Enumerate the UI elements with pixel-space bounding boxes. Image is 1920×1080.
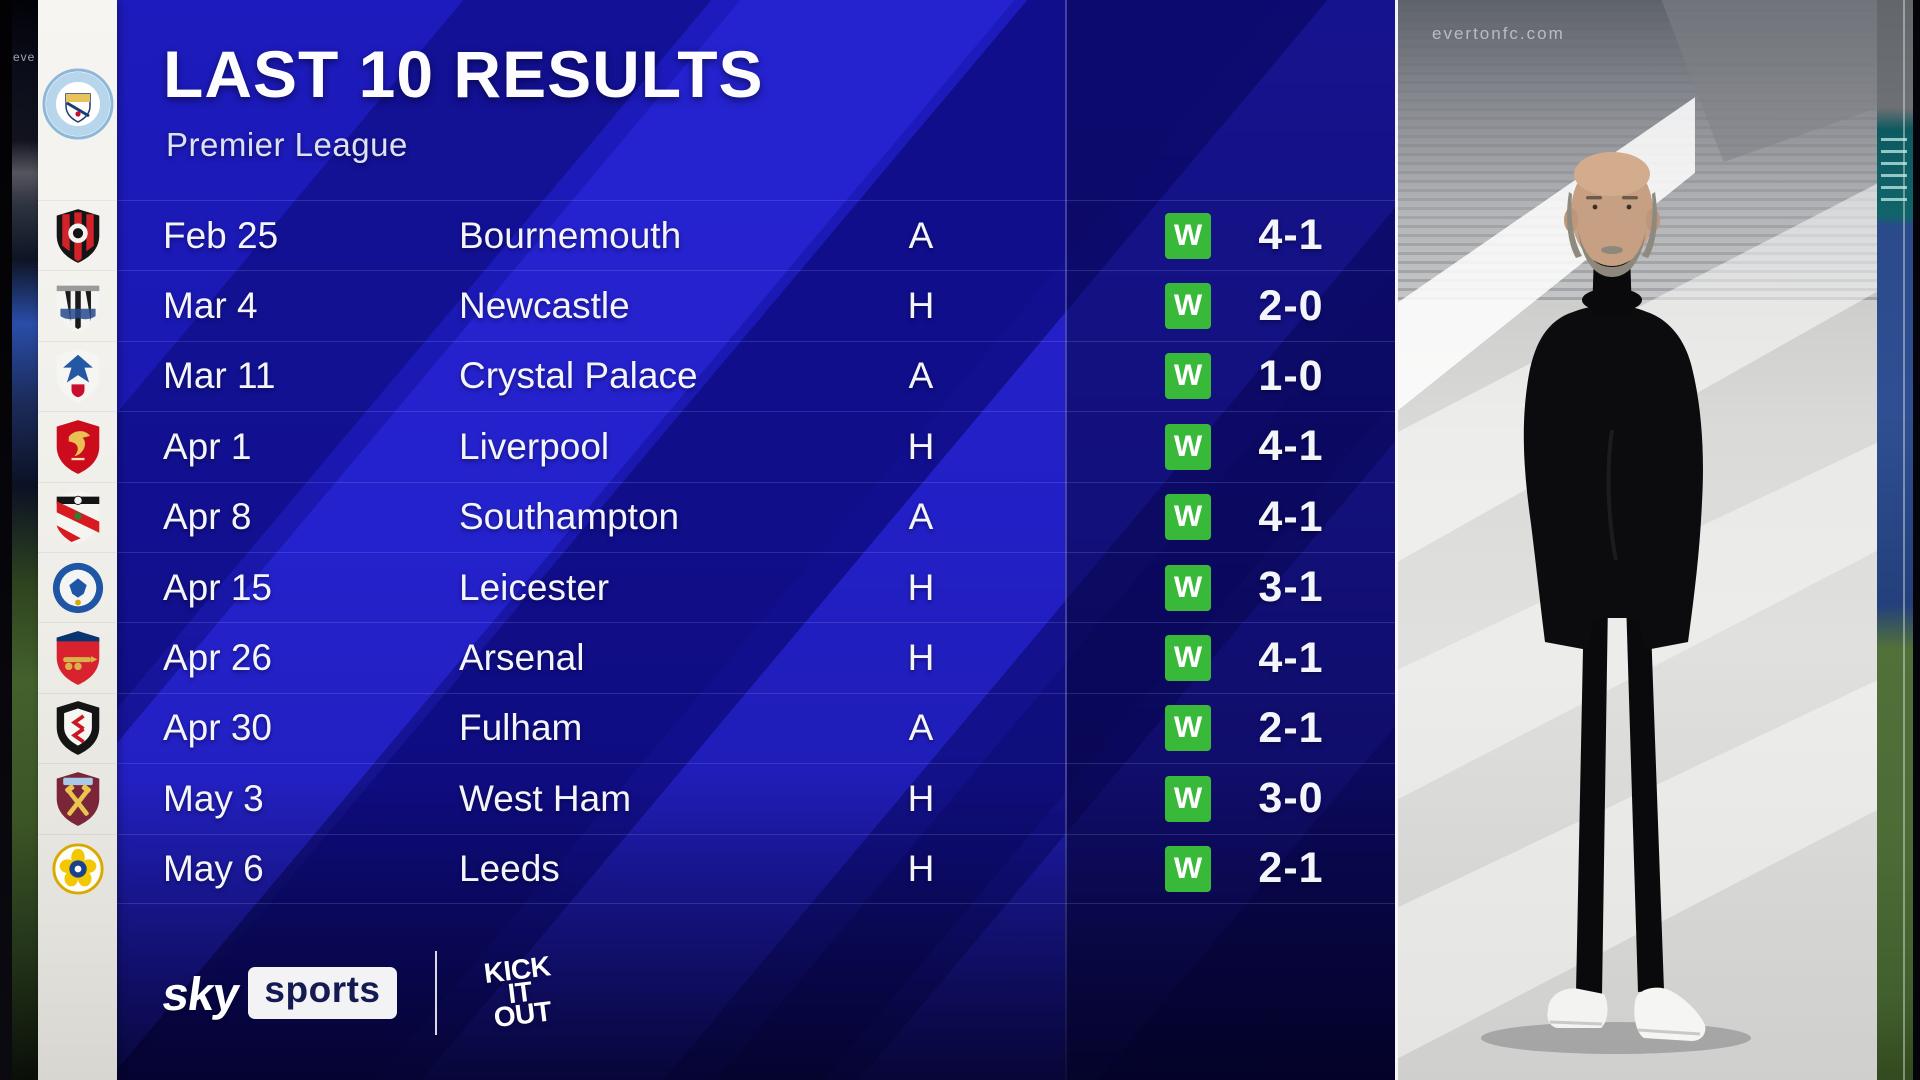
leeds-crest — [38, 833, 117, 904]
manager-photo — [1481, 152, 1751, 1054]
fulham-crest-icon — [56, 701, 99, 756]
result-badge: W — [1165, 353, 1211, 400]
liverpool-crest — [38, 411, 117, 481]
southampton-crest-icon — [56, 490, 99, 545]
match-score: 2-1 — [1258, 703, 1324, 752]
manager-photo-panel: evertonfc.com — [1395, 0, 1877, 1080]
crest-rail — [38, 0, 117, 1080]
match-venue: A — [908, 707, 934, 749]
match-score: 2-0 — [1258, 281, 1324, 330]
newcastle-crest — [38, 270, 117, 340]
result-badge: W — [1165, 564, 1211, 611]
leeds-crest-icon — [51, 843, 104, 895]
manchester-city-crest — [38, 56, 117, 152]
southampton-crest — [38, 481, 117, 552]
match-date: Feb 25 — [163, 214, 279, 256]
match-venue: H — [907, 637, 935, 679]
match-venue: H — [907, 847, 935, 889]
result-badge: W — [1165, 635, 1211, 682]
scoreboard-texture — [1881, 138, 1907, 208]
left-video-edge: eve — [0, 0, 38, 1080]
arsenal-crest-icon — [56, 631, 99, 685]
match-opponent: Fulham — [459, 707, 583, 749]
table-row: Mar 11 Crystal Palace A W 1-0 — [117, 340, 1395, 411]
bournemouth-crest-icon — [56, 208, 99, 263]
table-row: May 3 West Ham H W 3-0 — [117, 763, 1395, 833]
manchester-city-crest-icon — [42, 68, 113, 140]
match-date: May 3 — [163, 777, 264, 819]
match-opponent: Leeds — [459, 847, 560, 889]
fulham-crest — [38, 692, 117, 763]
table-row: Apr 15 Leicester H W 3-1 — [117, 552, 1395, 622]
results-panel: LAST 10 RESULTS Premier League Feb 25 Bo… — [117, 0, 1395, 1080]
match-score: 3-0 — [1258, 774, 1324, 823]
match-score: 4-1 — [1258, 422, 1324, 471]
match-venue: H — [907, 285, 935, 327]
match-opponent: West Ham — [459, 777, 632, 819]
table-row: May 6 Leeds H W 2-1 — [117, 833, 1395, 904]
right-video-edge — [1877, 0, 1920, 1080]
match-opponent: Leicester — [459, 566, 610, 608]
crystal-palace-crest — [38, 340, 117, 411]
kick-it-out-logo: KICK IT OUT — [465, 937, 574, 1048]
match-venue: H — [907, 425, 935, 467]
match-venue: H — [907, 777, 935, 819]
match-date: Apr 15 — [163, 566, 273, 608]
left-strip-ad-text: eve — [13, 50, 36, 64]
table-row: Apr 30 Fulham A W 2-1 — [117, 692, 1395, 763]
result-badge: W — [1165, 283, 1211, 330]
match-opponent: Bournemouth — [459, 214, 682, 256]
match-opponent: Southampton — [459, 496, 680, 538]
liverpool-crest-icon — [56, 420, 99, 474]
match-score: 3-1 — [1258, 563, 1324, 612]
match-date: Apr 1 — [163, 425, 252, 467]
match-opponent: Liverpool — [459, 425, 610, 467]
bournemouth-crest — [38, 200, 117, 270]
result-badge: W — [1165, 423, 1211, 470]
leicester-crest-icon — [52, 562, 103, 613]
match-venue: A — [908, 214, 934, 256]
west-ham-crest — [38, 763, 117, 833]
crystal-palace-crest-icon — [56, 349, 99, 404]
sky-sports-logo: sports — [248, 967, 397, 1019]
match-date: Apr 26 — [163, 637, 273, 679]
match-opponent: Arsenal — [459, 637, 585, 679]
match-venue: A — [908, 355, 934, 397]
match-score: 4-1 — [1258, 492, 1324, 541]
match-date: Mar 11 — [163, 355, 276, 397]
table-row: Feb 25 Bournemouth A W 4-1 — [117, 200, 1395, 270]
kick-it-out-line: OUT — [491, 995, 553, 1034]
match-score: 4-1 — [1258, 633, 1324, 682]
table-row: Mar 4 Newcastle H W 2-0 — [117, 270, 1395, 340]
sky-logo: sky — [159, 966, 243, 1020]
broadcaster-footer: sky sports KICK IT OUT — [159, 938, 569, 1048]
arsenal-crest — [38, 622, 117, 692]
result-badge: W — [1165, 212, 1211, 259]
logo-divider — [434, 951, 437, 1035]
table-row: Apr 1 Liverpool H W 4-1 — [117, 411, 1395, 481]
west-ham-crest-icon — [56, 772, 99, 826]
newcastle-crest-icon — [56, 279, 99, 333]
results-table: Feb 25 Bournemouth A W 4-1 Mar 4 Newcast… — [117, 0, 1395, 1080]
match-opponent: Crystal Palace — [459, 355, 698, 397]
match-score: 2-1 — [1258, 844, 1324, 893]
match-venue: A — [908, 496, 934, 538]
match-date: Apr 30 — [163, 707, 273, 749]
match-opponent: Newcastle — [459, 285, 630, 327]
match-date: May 6 — [163, 847, 264, 889]
result-badge: W — [1165, 494, 1211, 541]
result-badge: W — [1165, 775, 1211, 822]
match-date: Mar 4 — [163, 285, 258, 327]
match-score: 4-1 — [1258, 211, 1324, 260]
stadium-ad-text: evertonfc.com — [1432, 24, 1565, 43]
result-badge: W — [1165, 705, 1211, 752]
match-date: Apr 8 — [163, 496, 252, 538]
leicester-crest — [38, 552, 117, 622]
match-score: 1-0 — [1258, 351, 1324, 400]
table-row: Apr 26 Arsenal H W 4-1 — [117, 622, 1395, 692]
table-row: Apr 8 Southampton A W 4-1 — [117, 481, 1395, 552]
result-badge: W — [1165, 845, 1211, 892]
match-venue: H — [907, 566, 935, 608]
